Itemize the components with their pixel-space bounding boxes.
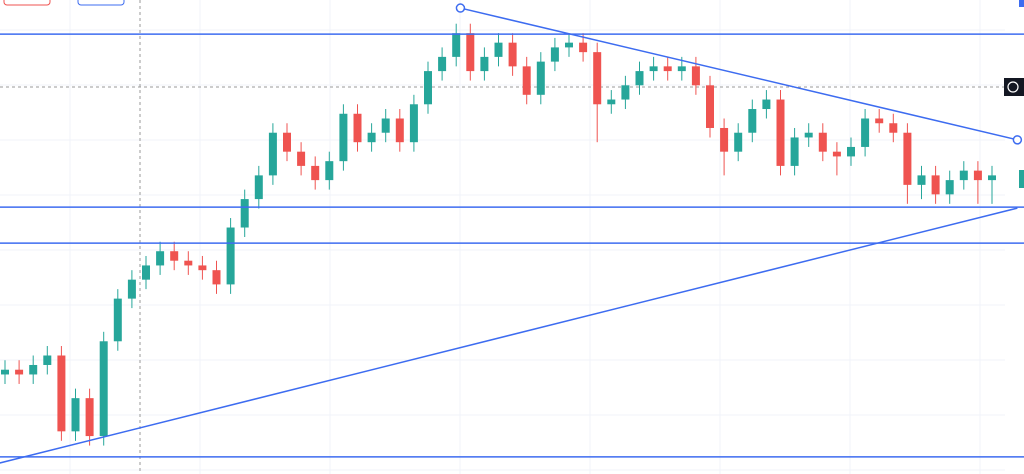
candle-body [339, 113, 348, 162]
candle-body [57, 355, 66, 432]
candle-body [127, 279, 136, 299]
trend-handle [455, 3, 466, 13]
candle-body [71, 398, 80, 432]
candle-body [875, 118, 884, 124]
candle-body [762, 99, 771, 110]
line-tag [1019, 0, 1024, 7]
candle-body [734, 132, 743, 152]
last-price-tag [1019, 170, 1024, 188]
trend-line [0, 207, 1018, 464]
trend-line [460, 7, 1018, 141]
candle-body [268, 132, 277, 176]
candle-body [663, 66, 672, 72]
candle-body [438, 56, 447, 72]
candle-body [381, 118, 390, 133]
candle-body [494, 42, 503, 57]
candle-body [677, 66, 686, 72]
candle-body [945, 180, 954, 195]
candle-body [353, 113, 362, 143]
candle-body [607, 99, 616, 105]
candle-body [367, 132, 376, 143]
candle-body [973, 170, 982, 181]
candle-body [409, 104, 418, 143]
candle-body [15, 369, 24, 375]
candle-body [311, 165, 320, 181]
candle-body [818, 132, 827, 152]
candle-body [889, 123, 898, 133]
candle-body [748, 109, 757, 133]
candle-body [804, 132, 813, 138]
trend-handle [1012, 135, 1023, 145]
candle-body [424, 71, 432, 105]
sell-button[interactable] [3, 0, 51, 6]
candle-body [691, 66, 700, 86]
candle-body [522, 66, 531, 95]
candle-body [550, 47, 559, 62]
candle-body [579, 42, 588, 53]
candle-body [706, 85, 714, 128]
candle-body [720, 127, 729, 152]
candle-body [593, 52, 602, 105]
candle-body [776, 99, 785, 166]
candle-body [254, 175, 263, 200]
candle-body [198, 265, 207, 271]
candle-body [565, 42, 573, 48]
candle-body [466, 33, 475, 72]
crosshair-price-tag [1004, 78, 1024, 96]
candle-body [156, 251, 165, 266]
candle-body [29, 364, 38, 375]
candle-body [931, 175, 940, 195]
candle-body [649, 66, 658, 72]
candle-body [170, 251, 179, 261]
candle-body [959, 170, 968, 181]
candle-body [85, 398, 94, 437]
candle-body [832, 151, 841, 157]
candle-body [903, 132, 912, 185]
candle-body [99, 341, 108, 437]
candle-body [847, 146, 855, 157]
candle-body [43, 355, 52, 365]
candle-body [1, 369, 9, 375]
candle-body [861, 118, 870, 147]
candle-body [480, 56, 489, 72]
candle-body [508, 42, 517, 67]
candle-body [917, 175, 926, 185]
candle-body [212, 270, 221, 285]
candle-body [297, 151, 306, 166]
candle-body [240, 199, 249, 228]
candle-body [536, 61, 545, 95]
candle-body [226, 227, 235, 285]
candle-body [283, 132, 291, 152]
candle-body [113, 298, 122, 342]
candle-body [988, 175, 996, 181]
candle-body [790, 137, 799, 166]
buy-button[interactable] [77, 0, 125, 6]
candle-body [452, 33, 461, 57]
candle-body [325, 161, 334, 181]
candle-body [395, 118, 404, 143]
add-button[interactable] [1007, 81, 1019, 93]
candle-body [635, 71, 644, 86]
candle-body [142, 265, 150, 280]
candle-body [184, 260, 193, 266]
candle-body [621, 85, 630, 100]
